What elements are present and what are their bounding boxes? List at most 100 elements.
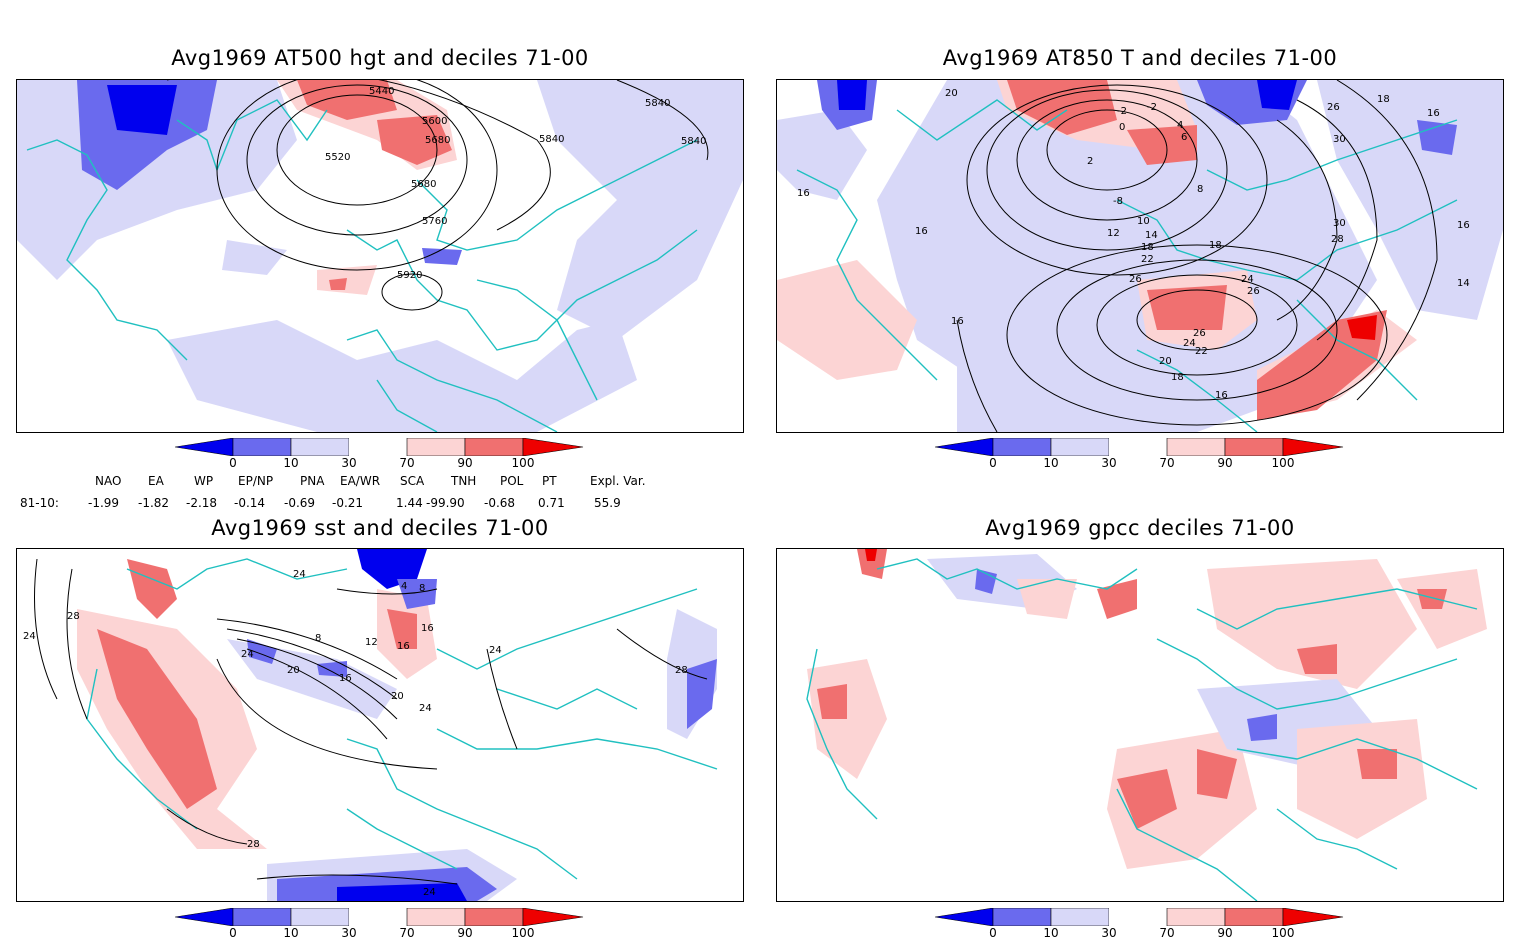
- colorbar-tick: 90: [1217, 926, 1233, 940]
- contour-label: 5680: [411, 179, 436, 190]
- contour-label: 30: [1333, 218, 1346, 229]
- tc-header: Expl. Var.: [590, 474, 646, 488]
- shade-mid-blue: [687, 659, 717, 729]
- contour-label: 16: [339, 673, 352, 684]
- contour-label: -2: [1117, 106, 1127, 117]
- contour-label: 4: [401, 581, 407, 592]
- contour-label: 5520: [325, 152, 350, 163]
- contour-label: 24: [419, 703, 432, 714]
- tc-value: 55.9: [594, 496, 621, 510]
- contour-label: 16: [915, 226, 928, 237]
- colorbar-tick: 100: [1271, 926, 1295, 940]
- shade-light-blue: [957, 340, 1117, 432]
- contour-label: 24: [1241, 274, 1254, 285]
- shade-light-blue: [167, 320, 637, 432]
- shade-light-blue: [777, 110, 867, 200]
- tc-header: TNH: [451, 474, 477, 488]
- contour-label: 20: [1159, 356, 1172, 367]
- contour-label: 24: [423, 887, 436, 898]
- contour-label: 30: [1333, 134, 1346, 145]
- shade-mid-blue: [317, 661, 347, 677]
- contour-label: 12: [365, 637, 378, 648]
- contour-label: 24: [489, 645, 502, 656]
- colorbar-swatches: [934, 437, 1344, 457]
- colorbar-tick: 30: [1101, 926, 1117, 940]
- tc-header: EA: [148, 474, 164, 488]
- map-at850-t: 20 -2 -2 26 18 16 0 4 6 2 30 16 -8 8 10 …: [776, 79, 1504, 433]
- tc-value: -2.18: [186, 496, 218, 510]
- tc-header: WP: [194, 474, 214, 488]
- contour-label: 5840: [645, 98, 670, 109]
- shade-dark-blue: [1257, 80, 1297, 110]
- contour-label: 5840: [539, 134, 564, 145]
- colorbar-tick: 90: [1217, 456, 1233, 470]
- colorbar-tick: 0: [989, 456, 997, 470]
- shade-mid-red: [1117, 769, 1177, 829]
- shade-mid-red: [1357, 749, 1397, 779]
- shade-mid-red: [297, 80, 397, 120]
- shade-mid-red: [1297, 644, 1337, 674]
- contour-label: 26: [1247, 286, 1260, 297]
- contour-label: 5840: [681, 136, 706, 147]
- panel-title-at500: Avg1969 AT500 hgt and deciles 71-00: [171, 46, 589, 70]
- colorbar-tick: 70: [399, 456, 415, 470]
- shade-mid-blue: [1247, 714, 1277, 741]
- shade-dark-blue: [107, 85, 177, 135]
- tc-value: 1.44: [396, 496, 423, 510]
- colorbar-tick: 0: [229, 456, 237, 470]
- contour-label: 20: [945, 88, 958, 99]
- shade-mid-red: [329, 278, 347, 290]
- tc-header: PT: [542, 474, 557, 488]
- contour-label: 8: [1197, 184, 1203, 195]
- contour-label: 16: [421, 623, 434, 634]
- contour-label: 28: [67, 611, 80, 622]
- tc-value: -1.99: [88, 496, 120, 510]
- contour-label: 8: [419, 583, 425, 594]
- tc-value: 0.71: [538, 496, 565, 510]
- colorbar-tick: 10: [1043, 926, 1059, 940]
- panel-title-gpcc: Avg1969 gpcc deciles 71-00: [985, 516, 1295, 540]
- contour-label: 28: [675, 665, 688, 676]
- shade-mid-red: [1417, 589, 1447, 609]
- contour-label: 18: [1171, 372, 1184, 383]
- contour-label: 24: [23, 631, 36, 642]
- shade-mid-red: [1147, 285, 1227, 330]
- colorbar-tick: 0: [989, 926, 997, 940]
- colorbar-tick: 10: [1043, 456, 1059, 470]
- contour-label: 18: [1209, 240, 1222, 251]
- contour-label: 8: [315, 633, 321, 644]
- shade-mid-red: [857, 549, 887, 579]
- contour-label: 4: [1177, 120, 1183, 131]
- tc-header: SCA: [400, 474, 425, 488]
- contour-label: 20: [391, 691, 404, 702]
- gpcc-patches: [807, 549, 1487, 869]
- shade-dark-red: [865, 549, 877, 561]
- contour-label: 14: [1457, 278, 1470, 289]
- contour-label: 2: [1087, 156, 1093, 167]
- contour-label: 22: [1141, 254, 1154, 265]
- colorbar-tick: 0: [229, 926, 237, 940]
- map-at500-hgt: 5440 5600 5680 5520 5680 5840 5840 5840 …: [16, 79, 744, 433]
- tc-value: -1.82: [138, 496, 170, 510]
- tc-header: PNA: [300, 474, 325, 488]
- shade-mid-blue: [422, 248, 462, 265]
- contour-label: 16: [797, 188, 810, 199]
- tc-header: EA/WR: [340, 474, 381, 488]
- tc-value: -0.69: [284, 496, 316, 510]
- shade-mid-red: [1197, 749, 1237, 799]
- shade-light-red: [1207, 559, 1417, 689]
- tc-header: EP/NP: [238, 474, 274, 488]
- teleconnection-table: NAO EA WP EP/NP PNA EA/WR SCA TNH POL PT…: [20, 474, 700, 514]
- colorbar-swatches: [174, 437, 584, 457]
- colorbar-tick: 90: [457, 926, 473, 940]
- colorbar-tick: 90: [457, 456, 473, 470]
- contour-label: 12: [1107, 228, 1120, 239]
- colorbar-tick: 30: [341, 926, 357, 940]
- shade-mid-red: [387, 609, 417, 649]
- shade-light-blue: [1317, 80, 1503, 320]
- tc-header: NAO: [95, 474, 122, 488]
- shade-mid-red: [377, 115, 452, 165]
- colorbar-tick: 10: [283, 456, 299, 470]
- contour-label: -2: [1147, 102, 1157, 113]
- contour-label: 5440: [369, 86, 394, 97]
